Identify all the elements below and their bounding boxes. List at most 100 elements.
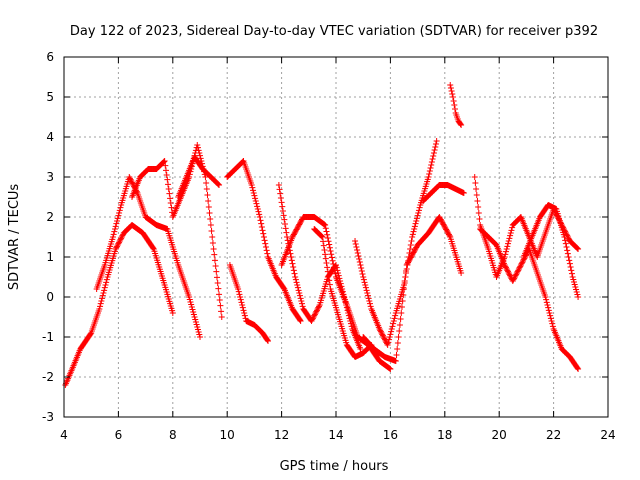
data-point — [296, 317, 303, 323]
data-point — [376, 326, 383, 332]
data-point — [507, 232, 514, 239]
data-point — [407, 242, 414, 248]
data-point — [276, 186, 283, 193]
data-point — [429, 156, 436, 162]
data-point — [325, 238, 332, 245]
data-point — [206, 210, 213, 216]
data-point — [409, 234, 416, 240]
data-point — [313, 308, 320, 315]
data-point — [475, 210, 482, 216]
data-point — [352, 241, 359, 247]
data-point — [387, 366, 394, 372]
data-point — [114, 218, 121, 224]
data-point — [575, 366, 582, 372]
data-point — [195, 147, 202, 154]
data-points — [62, 82, 582, 388]
data-point — [215, 285, 222, 292]
series-track-1 — [62, 222, 176, 388]
data-point — [164, 176, 171, 183]
data-point — [278, 199, 285, 206]
data-point — [292, 274, 299, 280]
data-point — [390, 320, 397, 327]
data-point — [236, 291, 243, 298]
data-point — [205, 198, 212, 204]
y-tick-label: -2 — [42, 370, 54, 384]
data-point — [322, 255, 329, 262]
data-point — [509, 224, 516, 231]
data-point — [208, 228, 215, 234]
data-point — [504, 243, 511, 250]
data-point — [150, 245, 157, 251]
data-point — [117, 236, 124, 243]
data-point — [216, 291, 223, 298]
data-point — [168, 204, 175, 211]
data-point — [544, 302, 551, 308]
data-point — [358, 268, 365, 274]
data-point — [568, 270, 575, 277]
data-point — [452, 106, 458, 112]
data-point — [518, 260, 525, 267]
data-point — [393, 352, 400, 358]
data-point — [358, 265, 365, 271]
data-point — [542, 294, 549, 300]
series-track-13 — [447, 82, 465, 128]
data-point — [211, 257, 218, 264]
data-point — [415, 210, 422, 216]
data-point — [203, 180, 210, 186]
y-axis-label: SDTVAR / TECUs — [7, 184, 22, 291]
data-point — [415, 207, 422, 214]
data-point — [204, 192, 211, 198]
data-point — [262, 240, 269, 247]
data-point — [430, 153, 437, 159]
data-point — [503, 246, 510, 252]
data-point — [295, 287, 302, 294]
y-tick-label: 0 — [46, 290, 54, 304]
data-point — [115, 240, 122, 247]
data-point — [396, 328, 403, 334]
data-point — [294, 284, 301, 291]
data-point — [515, 267, 522, 274]
data-point — [309, 315, 316, 322]
data-point — [326, 277, 333, 284]
data-point — [457, 121, 464, 127]
data-point — [426, 168, 433, 174]
data-point — [380, 334, 387, 340]
series-track-14 — [471, 174, 582, 280]
data-point — [251, 192, 258, 199]
data-point — [281, 216, 288, 223]
data-point — [330, 264, 337, 271]
x-tick-label: 6 — [115, 428, 123, 442]
data-point — [503, 266, 510, 272]
data-point — [329, 257, 336, 264]
data-point — [431, 147, 438, 153]
data-point — [562, 237, 569, 244]
data-point — [296, 292, 303, 299]
data-point — [316, 303, 322, 310]
data-point — [547, 312, 554, 319]
data-point — [207, 222, 214, 228]
series-track-15 — [477, 226, 582, 372]
data-point — [240, 307, 247, 314]
data-point — [501, 262, 508, 268]
data-point — [382, 338, 389, 344]
data-point — [398, 310, 405, 316]
data-point — [320, 242, 327, 249]
data-point — [505, 238, 512, 244]
data-point — [546, 310, 553, 316]
series-track-7 — [275, 182, 364, 352]
x-tick-label: 18 — [437, 428, 452, 442]
data-point — [563, 244, 570, 250]
data-point — [298, 298, 305, 304]
data-point — [364, 290, 371, 296]
x-tick-label: 24 — [600, 428, 615, 442]
data-point — [377, 328, 384, 335]
data-point — [111, 228, 118, 235]
data-point — [394, 346, 401, 352]
data-point — [474, 198, 481, 204]
data-point — [448, 88, 455, 94]
data-point — [447, 85, 454, 91]
data-point — [160, 158, 167, 165]
data-point — [517, 262, 524, 268]
data-point — [378, 330, 385, 336]
data-point — [449, 94, 456, 100]
